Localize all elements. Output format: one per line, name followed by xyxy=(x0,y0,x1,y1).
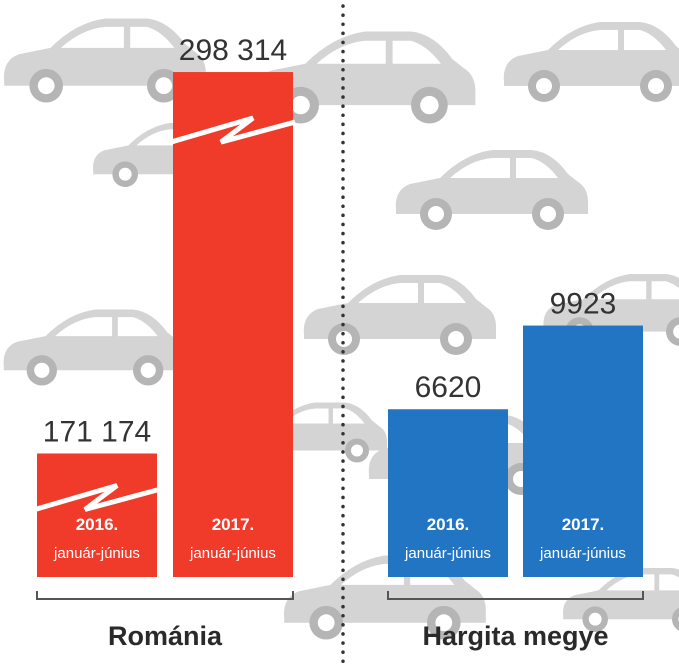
bar-period-label: január-június xyxy=(189,545,276,562)
bar xyxy=(37,453,157,577)
car-silhouette-icon xyxy=(503,22,679,102)
car-silhouette-icon xyxy=(3,18,206,103)
value-label: 6620 xyxy=(415,371,482,404)
bar xyxy=(388,409,508,577)
car-silhouette-icon xyxy=(3,309,187,386)
bar-period-label: január-június xyxy=(539,545,626,562)
value-label: 171 174 xyxy=(43,415,151,448)
axis-break-icon xyxy=(34,483,160,512)
bar-group: 171 174 2016. január-június 298 314 2017. jan… xyxy=(34,34,296,651)
bar-year-label: 2017. xyxy=(212,515,255,534)
group-label: Románia xyxy=(108,621,223,651)
bar-year-label: 2016. xyxy=(427,515,470,534)
bar-year-label: 2017. xyxy=(562,515,605,534)
car-silhouette-icon xyxy=(395,150,588,230)
value-label: 9923 xyxy=(550,288,617,321)
group-label: Hargita megye xyxy=(422,621,608,651)
car-silhouette-icon xyxy=(563,568,679,632)
bar xyxy=(173,72,293,578)
bar-period-label: január-június xyxy=(404,545,491,562)
car-silhouette-icon xyxy=(543,274,679,346)
value-label: 298 314 xyxy=(179,34,287,67)
group-bracket xyxy=(36,591,294,600)
car-silhouette-icon xyxy=(303,275,496,355)
bar-period-label: január-június xyxy=(53,545,140,562)
bar-year-label: 2016. xyxy=(76,515,119,534)
background-cars xyxy=(3,18,679,640)
group-bracket xyxy=(387,591,644,600)
chart-marks: 171 174 2016. január-június 298 314 2017. jan… xyxy=(34,34,644,651)
bar xyxy=(523,325,643,577)
bar-group: 6620 2016. január-június 9923 2017. január-jú… xyxy=(387,288,644,651)
axis-break-icon xyxy=(170,115,296,145)
